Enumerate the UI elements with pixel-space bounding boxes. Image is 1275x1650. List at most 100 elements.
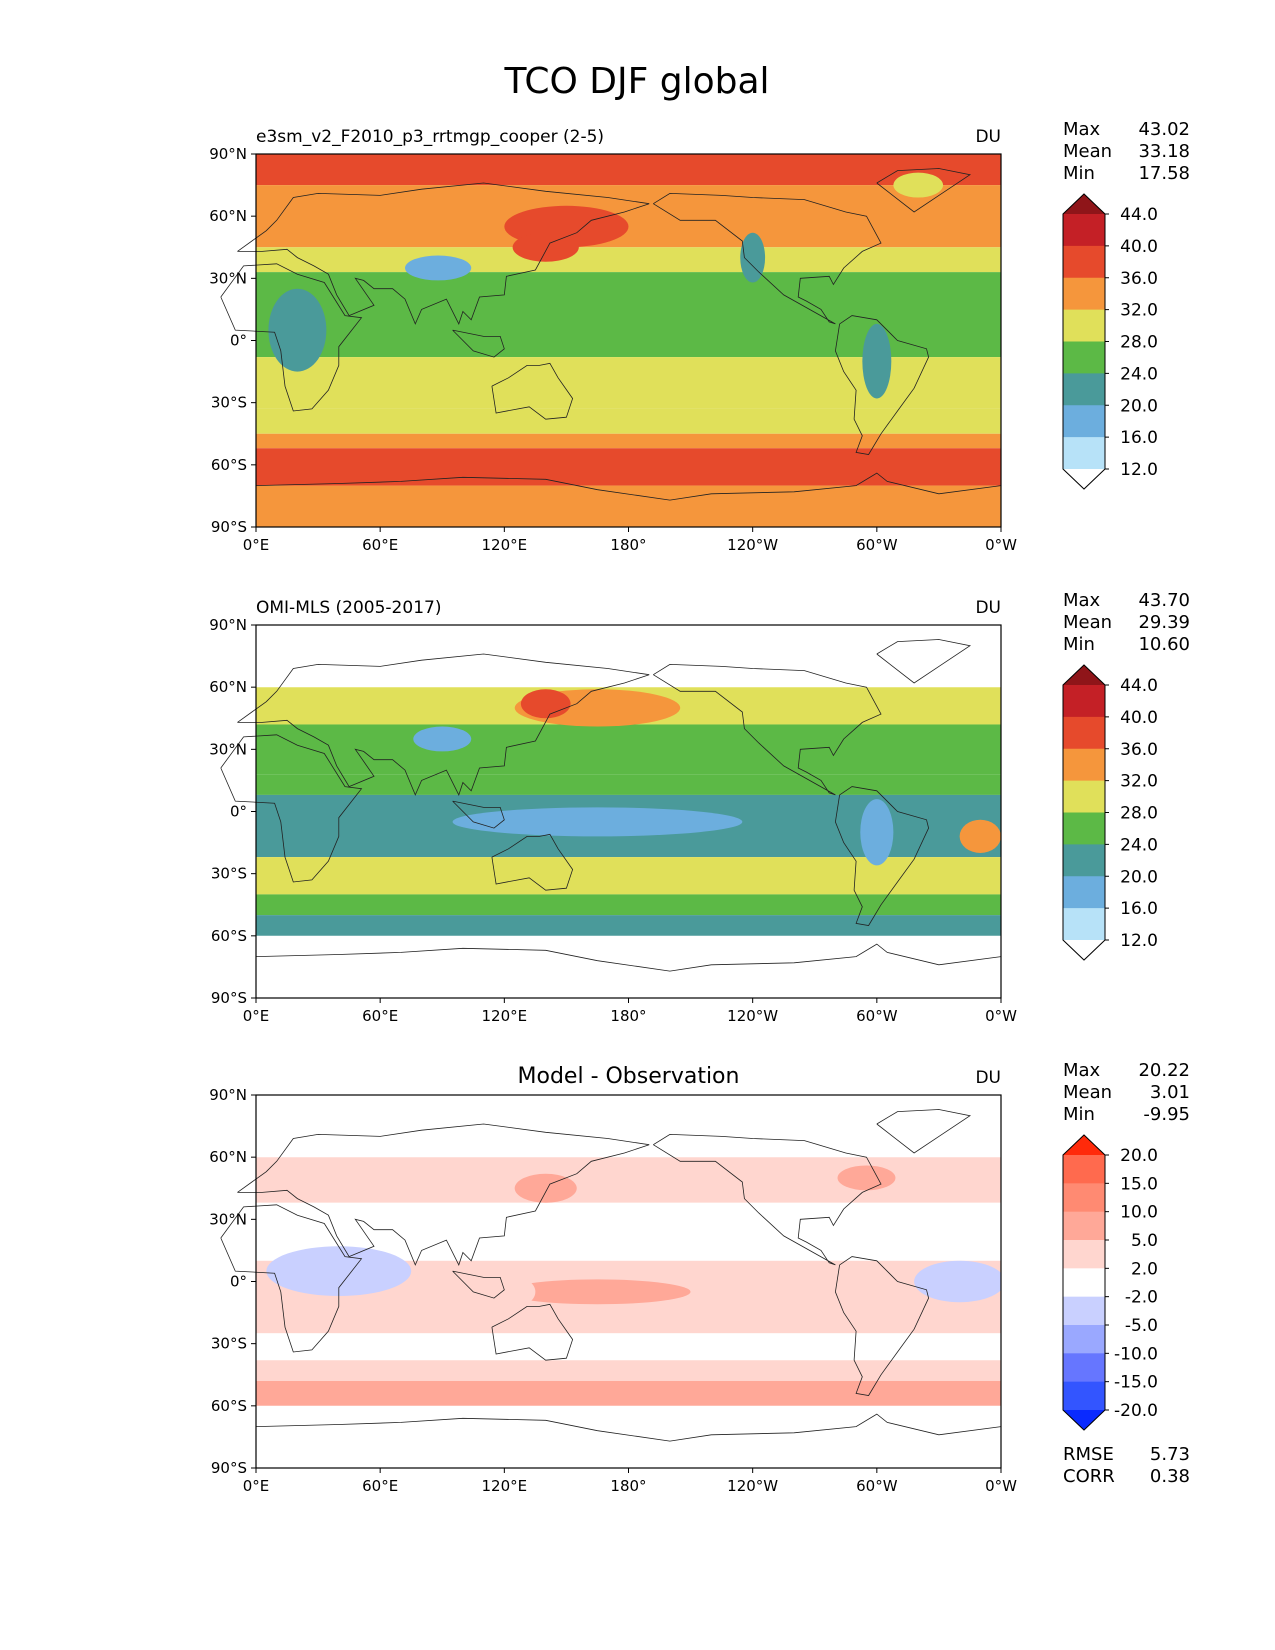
lat-tick-label: 0° (230, 803, 247, 821)
field-band (256, 485, 1001, 527)
lon-tick-label: 120°E (482, 1477, 528, 1495)
stat-label-mean: Mean (1063, 1082, 1112, 1103)
coastline (491, 362, 574, 420)
colorbar-tick-label: -20.0 (1114, 1401, 1158, 1421)
data-field (256, 687, 1001, 936)
field-anomaly (959, 819, 1001, 853)
colorbar-tick-label: 5.0 (1131, 1231, 1158, 1251)
metric-value-rmse: 5.73 (1150, 1444, 1190, 1465)
coastline (452, 1270, 505, 1299)
stat-label-max: Max (1063, 590, 1101, 611)
lon-tick-label: 60°W (856, 536, 898, 554)
colorbar-swatch (1063, 908, 1105, 941)
field-anomaly (740, 232, 766, 283)
stat-label-mean: Mean (1063, 141, 1112, 162)
coastline (452, 329, 505, 358)
field-anomaly (520, 689, 571, 719)
lon-tick-label: 180° (610, 1477, 646, 1495)
lon-tick-label: 120°W (727, 536, 778, 554)
coastline (876, 168, 972, 213)
colorbar-extend-min (1063, 940, 1105, 960)
lat-tick-label: 90°S (211, 518, 247, 536)
lat-tick-label: 30°S (211, 1335, 247, 1353)
colorbar-tick-label: -5.0 (1125, 1316, 1158, 1336)
field-anomaly (504, 1279, 691, 1305)
colorbar-tick-label: 44.0 (1120, 676, 1158, 696)
colorbar-tick-label: -15.0 (1114, 1373, 1158, 1393)
field-band (256, 724, 1001, 775)
units-label: DU (975, 598, 1001, 618)
stat-value-min: -9.95 (1143, 1104, 1190, 1125)
metric-label-rmse: RMSE (1063, 1444, 1114, 1465)
lon-tick-label: 120°E (482, 536, 528, 554)
panel-model: 90°N 60°N 30°N 0° 30°S 60°S 90°S0°E 60°E 120°E 18… (209, 119, 1190, 554)
coastline (653, 1133, 882, 1266)
colorbar-swatch (1063, 1155, 1105, 1184)
lon-tick-label: 0°W (985, 1477, 1017, 1495)
field-anomaly (452, 1271, 536, 1313)
stat-value-mean: 3.01 (1150, 1082, 1190, 1103)
colorbar-swatch (1063, 1183, 1105, 1213)
colorbar-tick-label: -10.0 (1114, 1344, 1158, 1364)
lon-tick-label: 0°W (985, 536, 1017, 554)
colorbar-tick-label: 16.0 (1120, 428, 1158, 448)
units-label: DU (975, 127, 1001, 147)
colorbar-tick-label: 16.0 (1120, 899, 1158, 919)
coastline (220, 734, 363, 883)
stat-label-min: Min (1063, 163, 1095, 184)
field-band (256, 774, 1001, 795)
colorbar-swatch (1063, 405, 1105, 438)
lon-tick-label: 0°E (243, 1477, 270, 1495)
colorbar-swatch (1063, 1325, 1105, 1354)
lat-tick-label: 0° (230, 1273, 247, 1291)
colorbar-swatch (1063, 309, 1105, 342)
stat-value-max: 43.02 (1138, 119, 1190, 140)
field-band (256, 247, 1001, 273)
colorbar-extend-min (1063, 1410, 1105, 1430)
lon-tick-label: 60°E (362, 1477, 398, 1495)
colorbar-tick-label: 36.0 (1120, 740, 1158, 760)
lat-tick-label: 60°N (209, 1148, 247, 1166)
colorbar-tick-label: 32.0 (1120, 301, 1158, 321)
field-band (256, 857, 1001, 895)
lon-tick-label: 0°E (243, 1007, 270, 1025)
lat-tick-label: 30°N (209, 740, 247, 758)
field-band (256, 448, 1001, 486)
coastlines (220, 1109, 1002, 1442)
lat-tick-label: 90°N (209, 145, 247, 163)
colorbar-swatch (1063, 277, 1105, 311)
stat-value-mean: 29.39 (1138, 612, 1190, 633)
field-anomaly (452, 807, 743, 837)
lat-tick-label: 90°S (211, 989, 247, 1007)
colorbar-swatch (1063, 685, 1105, 718)
field-band (256, 185, 1001, 248)
colorbar-swatch (1063, 716, 1105, 750)
lon-tick-label: 0°W (985, 1007, 1017, 1025)
colorbar-swatch (1063, 437, 1105, 470)
coastline (220, 1204, 363, 1353)
field-band (256, 1202, 1001, 1241)
lat-tick-label: 60°S (211, 456, 247, 474)
data-field (256, 154, 1001, 527)
units-label: DU (975, 1068, 1001, 1088)
panel-difference: 90°N 60°N 30°N 0° 30°S 60°S 90°S0°E 60°E 120°E 18… (209, 1060, 1190, 1495)
colorbar-tick-label: 20.0 (1120, 1146, 1158, 1166)
colorbar-tick-label: 40.0 (1120, 237, 1158, 257)
stat-value-mean: 33.18 (1138, 141, 1190, 162)
coastline (255, 472, 1002, 501)
coastlines (220, 639, 1002, 972)
colorbar-extend-max (1063, 1135, 1105, 1155)
field-anomaly (893, 172, 944, 198)
lon-tick-label: 120°W (727, 1007, 778, 1025)
field-anomaly (413, 726, 472, 752)
coastline (834, 786, 930, 926)
field-band (256, 1360, 1001, 1381)
colorbar-swatch (1063, 1381, 1105, 1411)
lat-tick-label: 90°N (209, 1086, 247, 1104)
field-anomaly (512, 232, 579, 262)
field-anomaly (266, 1246, 412, 1297)
coastline (653, 192, 882, 325)
colorbar-swatch (1063, 245, 1105, 279)
colorbar-tick-label: 12.0 (1120, 931, 1158, 951)
